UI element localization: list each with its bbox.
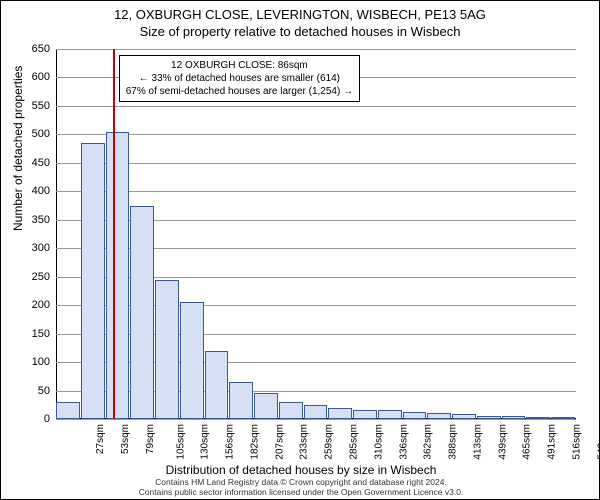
ytick-label: 500 — [10, 128, 50, 140]
footer-line2: Contains public sector information licen… — [1, 487, 600, 497]
chart-container: 12, OXBURGH CLOSE, LEVERINGTON, WISBECH,… — [0, 0, 600, 500]
xtick-label: 156sqm — [225, 424, 236, 460]
gridline — [56, 49, 576, 50]
xtick-label: 491sqm — [547, 424, 558, 460]
xtick-label: 516sqm — [571, 424, 582, 460]
gridline — [56, 106, 576, 107]
gridline — [56, 163, 576, 164]
histogram-bar — [106, 132, 130, 419]
gridline — [56, 191, 576, 192]
xtick-label: 182sqm — [250, 424, 261, 460]
histogram-bar — [279, 402, 303, 419]
histogram-bar — [551, 417, 575, 419]
ytick-label: 650 — [10, 43, 50, 55]
xtick-label: 259sqm — [324, 424, 335, 460]
histogram-bar — [254, 393, 278, 419]
ytick-label: 550 — [10, 100, 50, 112]
histogram-bar — [502, 416, 526, 419]
ytick-label: 450 — [10, 157, 50, 169]
histogram-bar — [180, 302, 204, 419]
ytick-label: 150 — [10, 328, 50, 340]
annotation-line1: 12 OXBURGH CLOSE: 86sqm — [126, 59, 353, 72]
annotation-line2: ← 33% of detached houses are smaller (61… — [126, 72, 353, 85]
histogram-bar — [378, 410, 402, 419]
annotation-box: 12 OXBURGH CLOSE: 86sqm ← 33% of detache… — [119, 55, 360, 102]
xtick-label: 465sqm — [522, 424, 533, 460]
histogram-bar — [477, 416, 501, 419]
xtick-label: 542sqm — [596, 424, 600, 460]
plot-area: 0501001502002503003504004505005506006502… — [56, 49, 576, 419]
xtick-label: 336sqm — [398, 424, 409, 460]
title-address: 12, OXBURGH CLOSE, LEVERINGTON, WISBECH,… — [1, 7, 599, 22]
ytick-label: 200 — [10, 299, 50, 311]
histogram-bar — [155, 280, 179, 419]
footer-attribution: Contains HM Land Registry data © Crown c… — [1, 477, 600, 497]
gridline — [56, 419, 576, 420]
ytick-label: 100 — [10, 356, 50, 368]
y-axis-label: Number of detached properties — [11, 66, 25, 231]
y-axis-line — [56, 49, 57, 419]
histogram-bar — [403, 412, 427, 419]
xtick-label: 439sqm — [497, 424, 508, 460]
title-subtitle: Size of property relative to detached ho… — [1, 24, 599, 39]
ytick-label: 50 — [10, 385, 50, 397]
ytick-label: 400 — [10, 185, 50, 197]
xtick-label: 105sqm — [175, 424, 186, 460]
ytick-label: 250 — [10, 271, 50, 283]
xtick-label: 53sqm — [120, 424, 131, 454]
marker-line — [113, 49, 115, 419]
xtick-label: 207sqm — [274, 424, 285, 460]
annotation-line3: 67% of semi-detached houses are larger (… — [126, 85, 353, 98]
xtick-label: 310sqm — [373, 424, 384, 460]
histogram-bar — [427, 413, 451, 419]
xtick-label: 233sqm — [299, 424, 310, 460]
gridline — [56, 134, 576, 135]
ytick-label: 600 — [10, 71, 50, 83]
histogram-bar — [229, 382, 253, 419]
xtick-label: 27sqm — [95, 424, 106, 454]
ytick-label: 0 — [10, 413, 50, 425]
xtick-label: 130sqm — [200, 424, 211, 460]
xtick-label: 79sqm — [145, 424, 156, 454]
xtick-label: 285sqm — [349, 424, 360, 460]
histogram-bar — [205, 351, 229, 419]
histogram-bar — [328, 408, 352, 419]
histogram-bar — [304, 405, 328, 419]
xtick-label: 413sqm — [472, 424, 483, 460]
histogram-bar — [130, 206, 154, 419]
ytick-label: 300 — [10, 242, 50, 254]
xtick-label: 388sqm — [448, 424, 459, 460]
x-axis-label: Distribution of detached houses by size … — [1, 463, 600, 477]
histogram-bar — [56, 402, 80, 419]
xtick-label: 362sqm — [423, 424, 434, 460]
histogram-bar — [81, 143, 105, 419]
footer-line1: Contains HM Land Registry data © Crown c… — [1, 477, 600, 487]
histogram-bar — [353, 410, 377, 419]
histogram-bar — [452, 414, 476, 419]
histogram-bar — [526, 417, 550, 419]
ytick-label: 350 — [10, 214, 50, 226]
